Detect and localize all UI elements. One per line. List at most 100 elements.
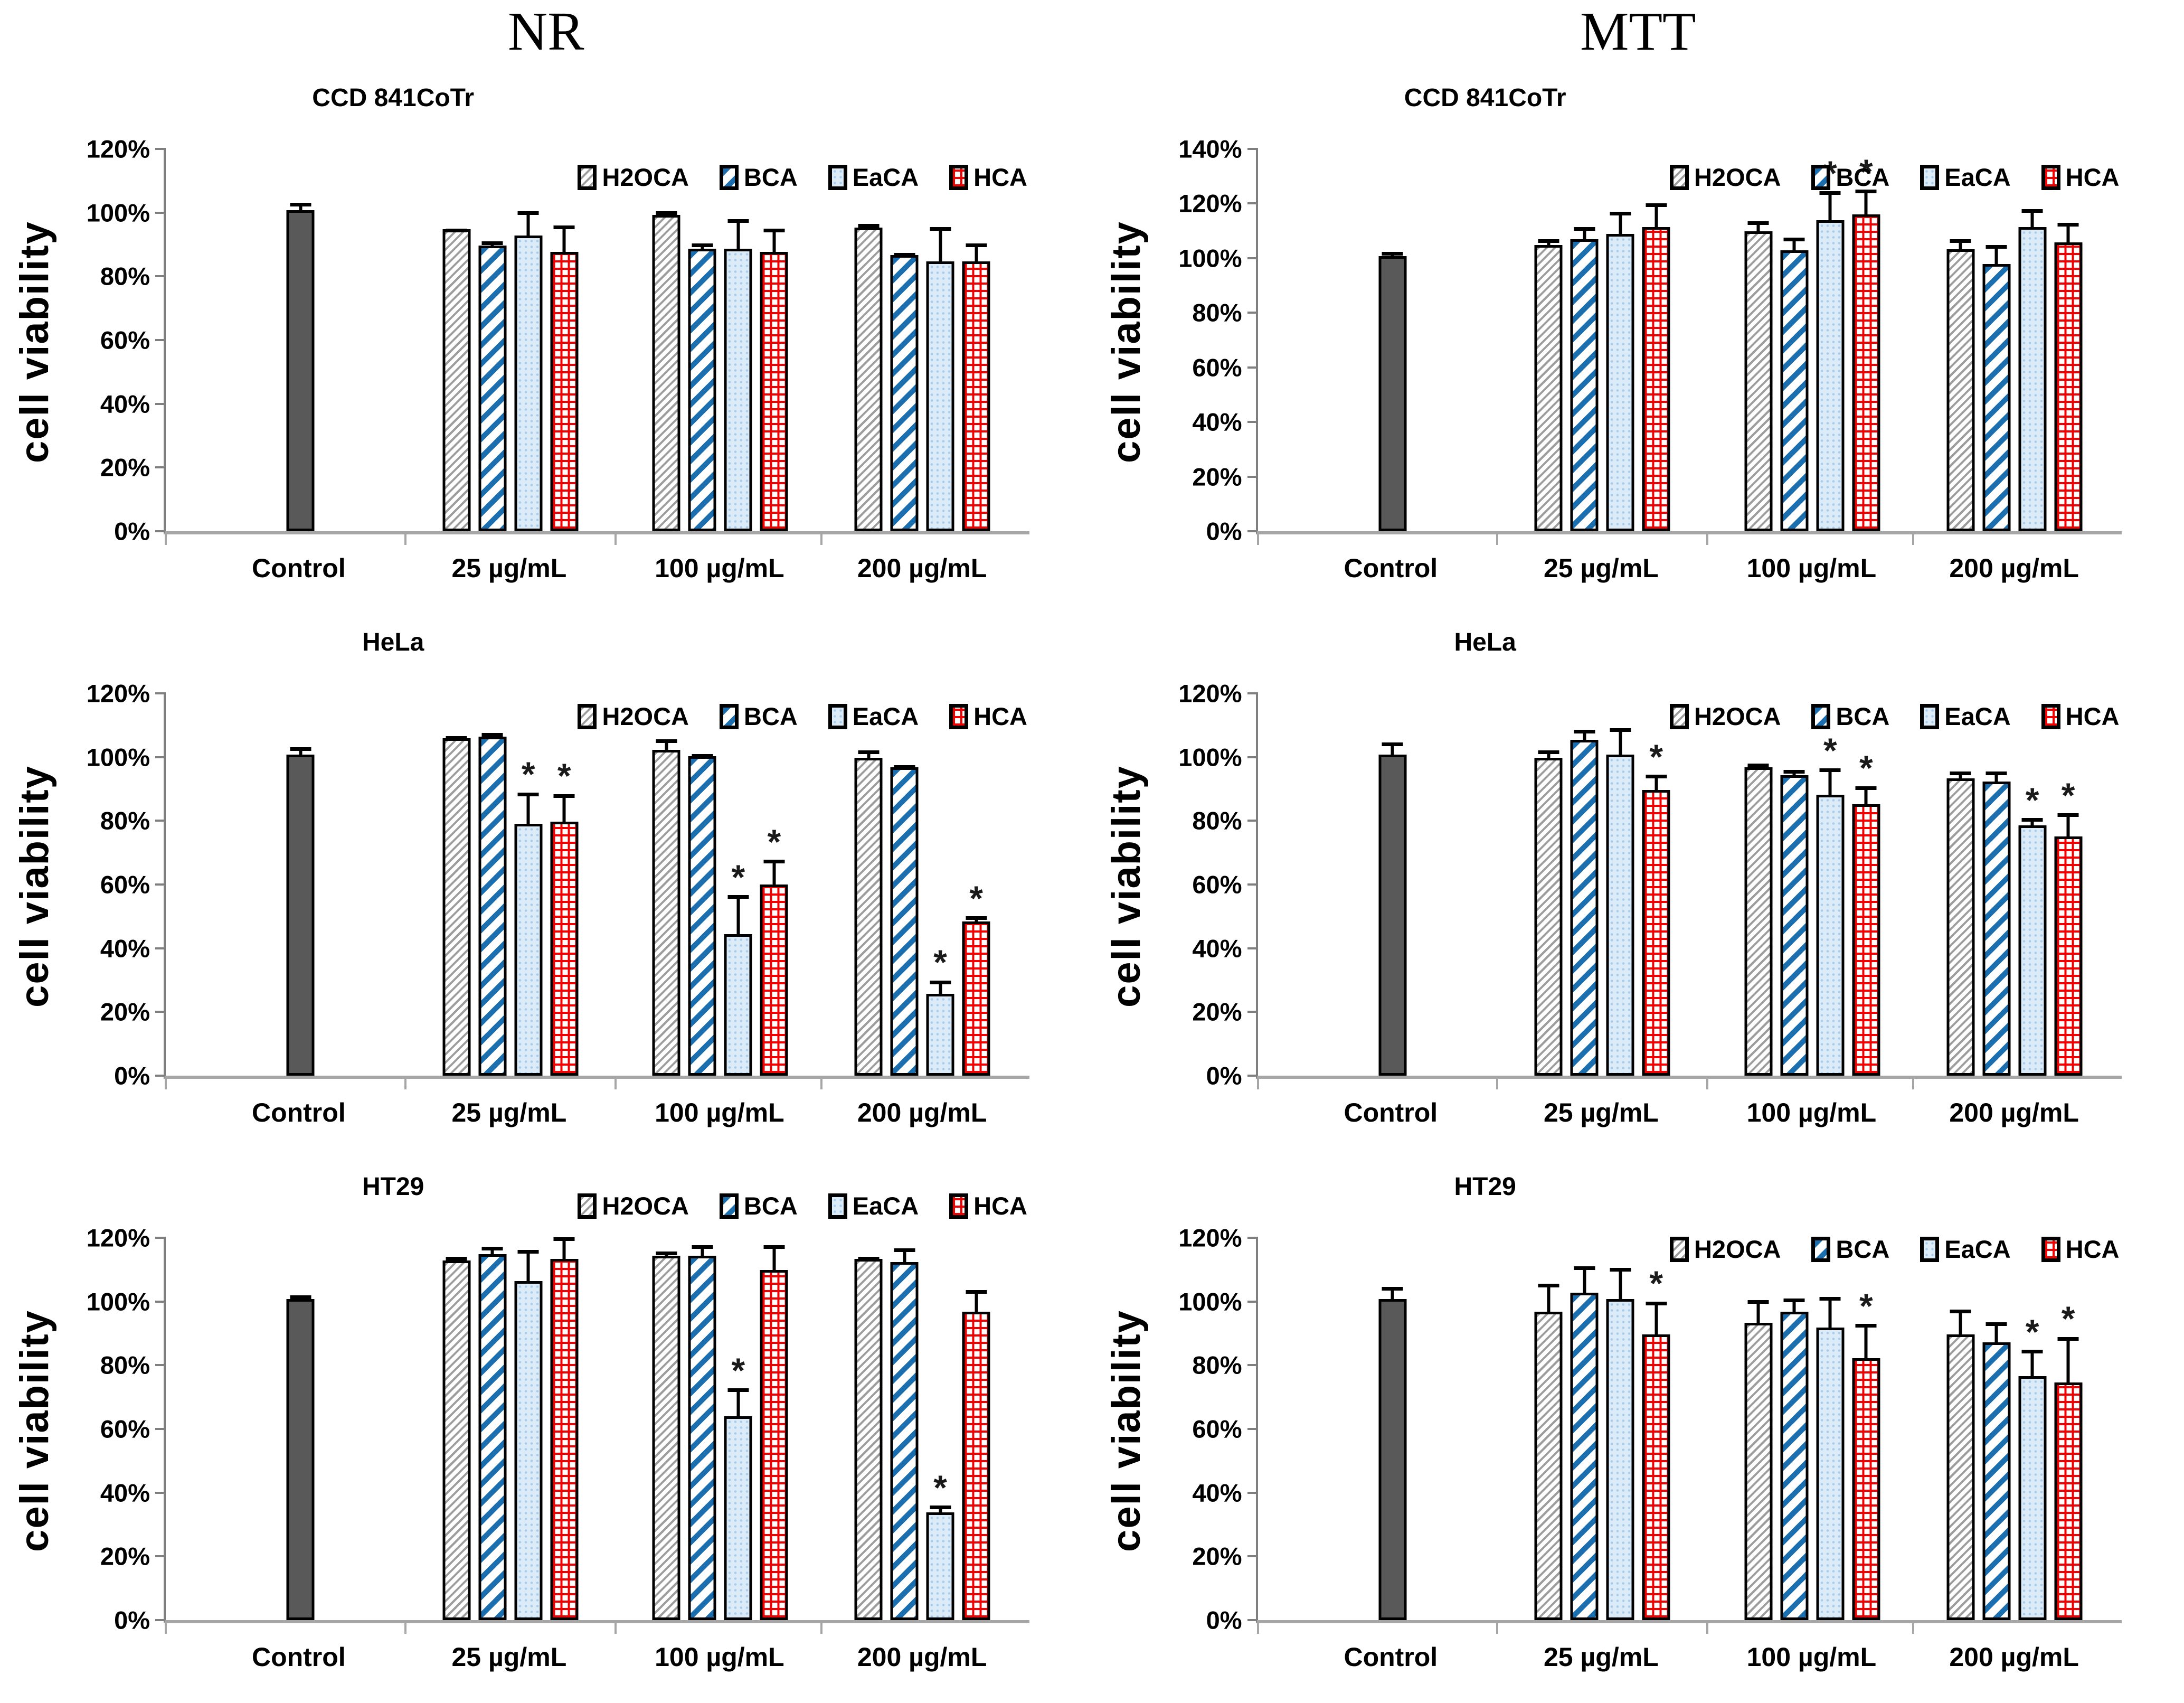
x-axis-label: 25 µg/mL [451,1642,567,1672]
error-bar [1610,728,1631,757]
error-bar-cap [656,739,677,744]
error-bar [1538,239,1559,248]
error-bar [1646,203,1667,230]
error-bar-stem [772,1245,776,1273]
y-tick-label: 20% [100,998,150,1026]
bar-hca-100 µg/mL: * [1852,1288,1880,1620]
error-bar-stem [903,1248,906,1265]
error-bar-cap [481,1247,503,1251]
x-axis-label: 100 µg/mL [655,1642,784,1672]
y-tick-mark [1247,475,1258,478]
error-bar [656,211,677,218]
y-tick-mark [1247,257,1258,259]
error-bar-cap [1747,221,1769,225]
legend-label-eaca: EaCA [1944,163,2011,191]
y-tick-mark [155,1300,166,1303]
error-bar-cap [2021,209,2043,213]
x-axis-separator-tick [404,1620,406,1634]
legend-label-bca: BCA [1836,1235,1890,1263]
error-bar [1382,742,1403,757]
y-tick-label: 60% [1192,870,1242,899]
error-bar [553,225,575,255]
x-axis-label: 200 µg/mL [857,1098,987,1127]
error-bar [727,895,749,937]
y-tick-mark [1247,1237,1258,1239]
error-bar [930,980,951,996]
error-bar-cap [446,229,467,233]
y-tick-mark [155,339,166,341]
error-bar-cap [1855,190,1877,194]
x-axis-label: 100 µg/mL [1746,1642,1877,1672]
error-bar-stem [1828,1296,1832,1331]
error-bar [1610,212,1631,237]
significance-asterisk: * [2061,1299,2075,1339]
y-tick-mark [1247,530,1258,532]
legend-item-bca: BCA [1811,1235,1889,1264]
error-bar-stem [867,750,871,760]
error-bar [1950,771,1971,782]
bar-hca-25 µg/mL [1642,203,1670,531]
y-tick-mark [1247,1075,1258,1077]
error-bar-stem [1864,786,1868,807]
legend-label-h2oca: H2OCA [602,702,689,730]
error-bar-cap [727,219,749,223]
error-bar-stem [526,792,530,826]
error-bar-cap [858,223,880,228]
bar-hca-25 µg/mL [550,225,579,531]
error-bar-stem [299,747,302,757]
significance-asterisk: * [767,822,781,862]
error-bar-cap [290,1295,311,1299]
legend-item-bca: BCA [719,702,798,731]
y-tick-mark [1247,1364,1258,1367]
error-bar [966,1290,987,1314]
error-bar [517,211,539,239]
bar-group-100 µg/mL [652,211,788,531]
error-bar-cap [290,203,311,207]
x-axis-label: 200 µg/mL [857,1642,987,1672]
legend-label-bca: BCA [743,702,798,730]
bar-bca-25 µg/mL [1570,227,1599,531]
bar-h2oca-25 µg/mL [1534,750,1563,1076]
error-bar [446,229,467,233]
legend-item-hca: HCA [2041,1235,2120,1264]
column-title-nr: NR [508,1,584,62]
error-bar-stem [1619,728,1622,757]
error-bar-stem [1654,1301,1658,1337]
bar-hca-100 µg/mL [760,1245,788,1620]
y-tick-mark [1247,820,1258,822]
y-tick-label: 120% [86,679,150,708]
legend-item-h2oca: H2OCA [578,1191,689,1220]
error-bar-cap [1950,1309,1971,1313]
bar-h2oca-100 µg/mL [652,211,680,531]
error-bar-cap [1783,770,1805,774]
y-tick-label: 120% [86,135,150,163]
y-tick-mark [155,1491,166,1494]
error-bar-stem [1391,742,1394,757]
error-bar [1783,770,1805,778]
error-bar-cap [517,1250,539,1254]
error-bar-stem [1864,1324,1868,1361]
x-axis-labels: Control 25 µg/mL 100 µg/mL 200 µg/mL [164,1097,1029,1134]
x-axis-separator-tick [165,1076,167,1089]
error-bar-stem [772,229,776,255]
bar-h2oca-25 µg/mL [1534,239,1563,531]
legend-swatch-hca-icon [2041,1236,2060,1262]
error-bar-stem [526,211,530,239]
error-bar-cap [1950,239,1971,243]
legend-item-eaca: EaCA [828,1191,919,1220]
legend-label-h2oca: H2OCA [1694,1235,1781,1263]
y-tick-label: 40% [1192,408,1242,436]
error-bar-cap [692,1245,713,1249]
error-bar-stem [665,739,668,752]
legend-swatch-h2oca-icon [1669,703,1689,729]
error-bar-stem [975,916,978,924]
x-axis-separator-tick [1256,1620,1259,1634]
error-bar [894,1248,915,1265]
legend-item-eaca: EaCA [1920,163,2011,192]
bar-eaca-25 µg/mL [1606,1267,1634,1620]
y-axis-title: cell viability [12,1309,57,1552]
bar-bca-100 µg/mL [688,754,716,1076]
error-bar-cap [1382,251,1403,256]
error-bar-cap [1538,1284,1559,1288]
error-bar [1855,1324,1877,1361]
